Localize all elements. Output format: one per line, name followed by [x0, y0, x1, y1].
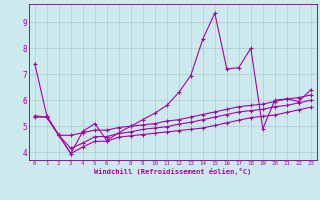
- X-axis label: Windchill (Refroidissement éolien,°C): Windchill (Refroidissement éolien,°C): [94, 168, 252, 175]
